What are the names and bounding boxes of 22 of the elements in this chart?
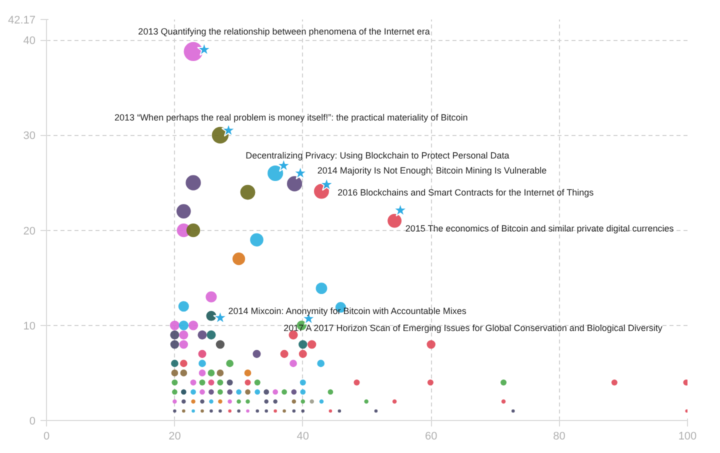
x-tick-label: 80 [553, 430, 566, 442]
annotation: 2014 Mixcoin: Anonymity for Bitcoin with Accountable Mixes [228, 306, 467, 316]
x-tick-label: 100 [678, 430, 697, 442]
annotation: 2015 The economics of Bitcoin and similar private digital currencies [405, 223, 674, 234]
annotation: Decentralizing Privacy: Using Blockchain to Protect Personal Data [246, 150, 510, 161]
x-tick-label: 60 [424, 430, 438, 442]
point [319, 177, 334, 191]
annotation: 2014 Majority Is Not Enough: Bitcoin Mining Is Vulnerable [317, 165, 547, 176]
y-tick-label: 30 [23, 130, 36, 142]
x-tick-label: 20 [168, 430, 181, 442]
y-tick-label: 20 [23, 225, 36, 238]
annotation: 2013 “When perhaps the real problem is money itself!”: the practical materiality of Bitcoin [114, 112, 468, 122]
annotation: 2016 Blockchains and Smart Contracts for the Internet of Things [338, 188, 594, 198]
point [197, 42, 212, 56]
y-tick-label: 42.17 [8, 14, 36, 26]
annotation: 2013 Quantifying the relationship between phenomena of the Internet era [138, 26, 430, 37]
x-tick-label: 0 [43, 430, 50, 442]
point [293, 166, 308, 180]
y-tick-label: 0 [29, 416, 36, 428]
y-tick-label: 10 [23, 320, 36, 332]
x-tick-label: 40 [296, 430, 310, 442]
y-tick-label: 40 [23, 35, 36, 48]
